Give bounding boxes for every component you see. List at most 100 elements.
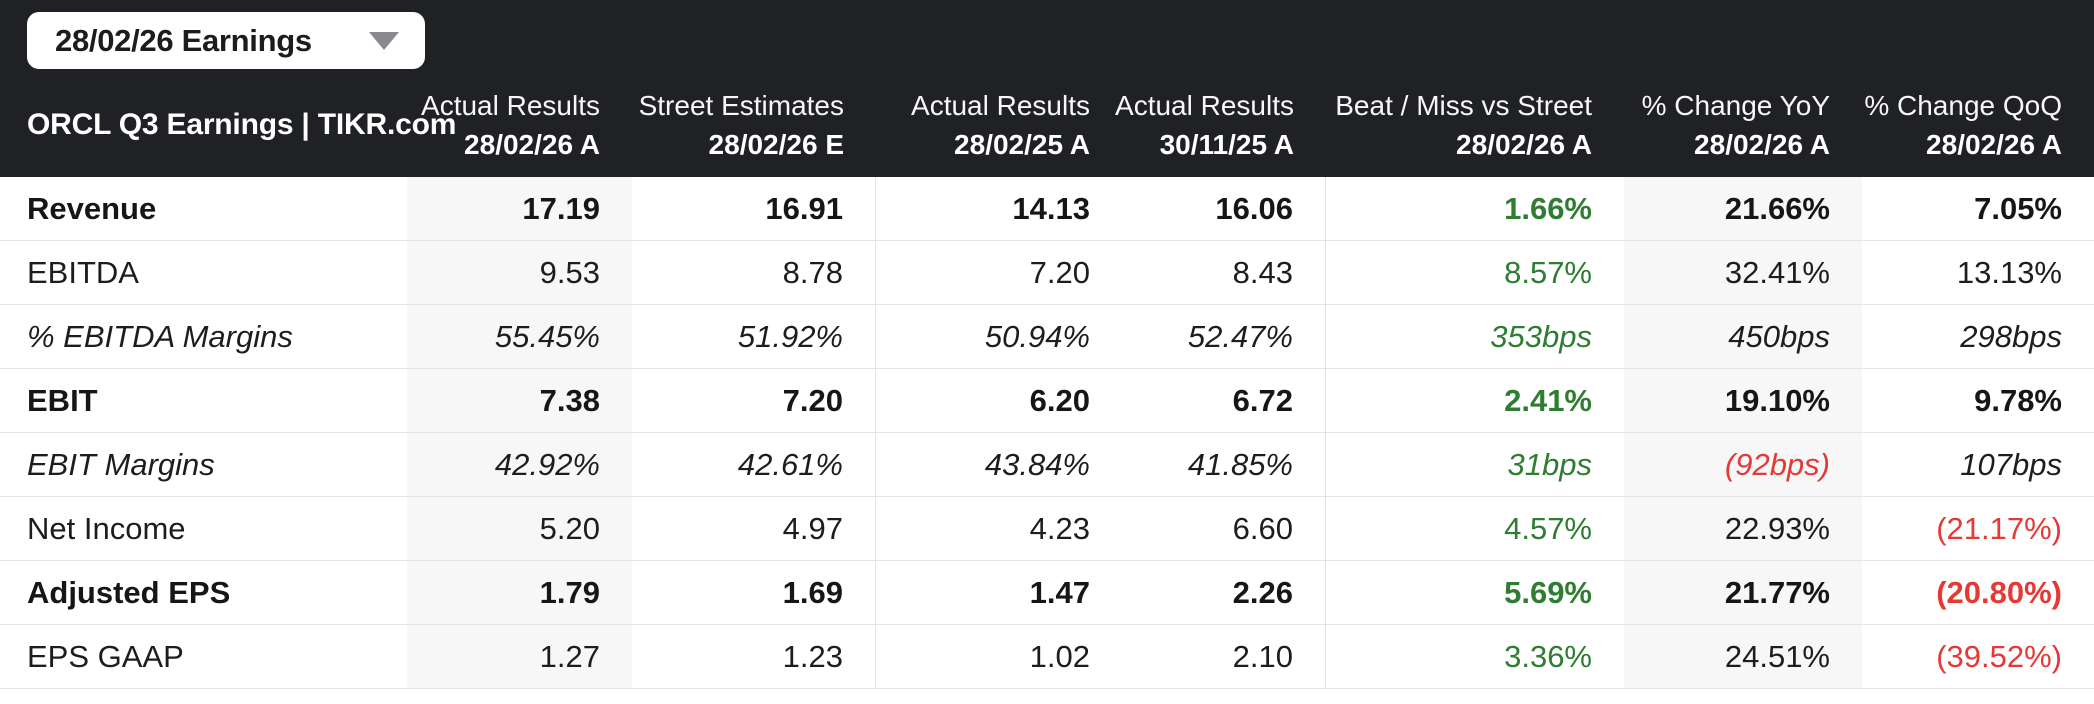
column-header: Actual Results 30/11/25 A bbox=[1115, 86, 1326, 164]
column-header-date: 28/02/26 E bbox=[708, 129, 844, 160]
table-row: EPS GAAP 1.27 1.23 1.02 2.10 3.36% 24.51% (39.5… bbox=[0, 625, 2094, 689]
value-cell: 31bps bbox=[1507, 446, 1592, 482]
column-header-name: Street Estimates bbox=[638, 90, 844, 121]
table-title: ORCL Q3 Earnings | TIKR.com bbox=[27, 108, 457, 141]
table-row: EBITDA 9.53 8.78 7.20 8.43 8.57% 32.41% 13.13% bbox=[0, 241, 2094, 305]
row-label: EBITDA bbox=[27, 254, 139, 290]
column-header: % Change YoY 28/02/26 A bbox=[1624, 86, 1862, 164]
chevron-down-icon bbox=[369, 31, 399, 50]
value-cell: 21.77% bbox=[1624, 561, 1862, 624]
table-row: EBIT Margins 42.92% 42.61% 43.84% 41.85% 31bp… bbox=[0, 433, 2094, 497]
table-row: % EBITDA Margins 55.45% 51.92% 50.94% 52.47%… bbox=[0, 305, 2094, 369]
value-cell: 1.69 bbox=[632, 561, 876, 624]
value-cell: (39.52%) bbox=[1936, 638, 2062, 674]
value-cell: 17.19 bbox=[407, 177, 632, 240]
table-row: EBIT 7.38 7.20 6.20 6.72 2.41% 19.10% 9.78% bbox=[0, 369, 2094, 433]
row-label: EBIT Margins bbox=[27, 446, 215, 482]
value-cell: 5.69% bbox=[1504, 574, 1592, 610]
value-cell: 3.36% bbox=[1504, 638, 1592, 674]
value-cell: 7.05% bbox=[1974, 190, 2062, 226]
value-cell: 8.57% bbox=[1504, 254, 1592, 290]
column-header-name: % Change YoY bbox=[1641, 90, 1830, 121]
column-header-date: 28/02/25 A bbox=[954, 129, 1090, 160]
value-cell: 16.06 bbox=[1122, 177, 1326, 240]
value-cell: 1.23 bbox=[632, 625, 876, 688]
value-cell: 7.20 bbox=[632, 369, 876, 432]
column-header: % Change QoQ 28/02/26 A bbox=[1862, 86, 2094, 164]
value-cell: 1.79 bbox=[407, 561, 632, 624]
value-cell: 4.23 bbox=[1029, 510, 1090, 546]
value-cell: 2.41% bbox=[1504, 382, 1592, 418]
value-cell: 43.84% bbox=[984, 446, 1090, 482]
column-header-date: 28/02/26 A bbox=[1694, 129, 1830, 160]
column-header: Beat / Miss vs Street 28/02/26 A bbox=[1326, 86, 1624, 164]
table-row: Revenue 17.19 16.91 14.13 16.06 1.66% 21.66% 7.… bbox=[0, 177, 2094, 241]
value-cell: 1.66% bbox=[1504, 190, 1592, 226]
value-cell: 51.92% bbox=[632, 305, 876, 368]
value-cell: 8.43 bbox=[1122, 241, 1326, 304]
value-cell: 8.78 bbox=[632, 241, 876, 304]
value-cell: 13.13% bbox=[1956, 254, 2062, 290]
column-header-name: Actual Results bbox=[421, 90, 600, 121]
value-cell: 5.20 bbox=[407, 497, 632, 560]
row-label: Adjusted EPS bbox=[27, 574, 231, 610]
earnings-period-label: 28/02/26 Earnings bbox=[55, 22, 312, 58]
value-cell: 7.20 bbox=[1029, 254, 1090, 290]
value-cell: 2.26 bbox=[1122, 561, 1326, 624]
value-cell: 7.38 bbox=[407, 369, 632, 432]
value-cell: 6.20 bbox=[1029, 382, 1090, 418]
value-cell: (92bps) bbox=[1624, 433, 1862, 496]
value-cell: (20.80%) bbox=[1936, 574, 2062, 610]
column-header: Actual Results 28/02/26 A bbox=[407, 86, 632, 164]
row-label: Net Income bbox=[27, 510, 186, 546]
value-cell: 22.93% bbox=[1624, 497, 1862, 560]
row-label: % EBITDA Margins bbox=[27, 318, 293, 354]
value-cell: 2.10 bbox=[1122, 625, 1326, 688]
value-cell: 52.47% bbox=[1122, 305, 1326, 368]
value-cell: 19.10% bbox=[1624, 369, 1862, 432]
value-cell: 450bps bbox=[1624, 305, 1862, 368]
table-header: 28/02/26 Earnings ORCL Q3 Earnings | TIK… bbox=[0, 0, 2094, 177]
value-cell: 353bps bbox=[1490, 318, 1592, 354]
value-cell: 6.72 bbox=[1122, 369, 1326, 432]
value-cell: 4.57% bbox=[1504, 510, 1592, 546]
value-cell: 21.66% bbox=[1624, 177, 1862, 240]
column-header: Street Estimates 28/02/26 E bbox=[632, 86, 876, 164]
value-cell: 9.53 bbox=[407, 241, 632, 304]
value-cell: 107bps bbox=[1960, 446, 2062, 482]
earnings-period-dropdown[interactable]: 28/02/26 Earnings bbox=[27, 12, 425, 69]
earnings-table-body: Revenue 17.19 16.91 14.13 16.06 1.66% 21.66% 7.… bbox=[0, 177, 2094, 689]
row-label: EBIT bbox=[27, 382, 98, 418]
table-row: Adjusted EPS 1.79 1.69 1.47 2.26 5.69% 21.77% (… bbox=[0, 561, 2094, 625]
value-cell: 6.60 bbox=[1122, 497, 1326, 560]
table-row: Net Income 5.20 4.97 4.23 6.60 4.57% 22.93% (21… bbox=[0, 497, 2094, 561]
column-header-date: 28/02/26 A bbox=[1926, 129, 2062, 160]
column-header-name: Actual Results bbox=[1115, 90, 1294, 121]
column-header-date: 30/11/25 A bbox=[1159, 129, 1294, 160]
value-cell: 1.27 bbox=[407, 625, 632, 688]
column-header-name: Actual Results bbox=[911, 90, 1090, 121]
value-cell: 16.91 bbox=[632, 177, 876, 240]
value-cell: 42.61% bbox=[632, 433, 876, 496]
value-cell: 14.13 bbox=[1012, 190, 1090, 226]
column-header: Actual Results 28/02/25 A bbox=[876, 86, 1122, 164]
column-header-name: Beat / Miss vs Street bbox=[1335, 90, 1592, 121]
value-cell: 32.41% bbox=[1624, 241, 1862, 304]
column-header-name: % Change QoQ bbox=[1864, 90, 2062, 121]
value-cell: 41.85% bbox=[1122, 433, 1326, 496]
column-header-date: 28/02/26 A bbox=[464, 129, 600, 160]
value-cell: 55.45% bbox=[407, 305, 632, 368]
value-cell: 42.92% bbox=[407, 433, 632, 496]
value-cell: 4.97 bbox=[632, 497, 876, 560]
value-cell: 1.02 bbox=[1029, 638, 1090, 674]
value-cell: 9.78% bbox=[1974, 382, 2062, 418]
value-cell: 298bps bbox=[1960, 318, 2062, 354]
row-label: Revenue bbox=[27, 190, 157, 226]
row-label: EPS GAAP bbox=[27, 638, 184, 674]
value-cell: 1.47 bbox=[1029, 574, 1090, 610]
column-header-date: 28/02/26 A bbox=[1456, 129, 1592, 160]
value-cell: 24.51% bbox=[1624, 625, 1862, 688]
value-cell: 50.94% bbox=[984, 318, 1090, 354]
value-cell: (21.17%) bbox=[1936, 510, 2062, 546]
column-header-row: ORCL Q3 Earnings | TIKR.com Actual Resul… bbox=[0, 73, 2094, 177]
